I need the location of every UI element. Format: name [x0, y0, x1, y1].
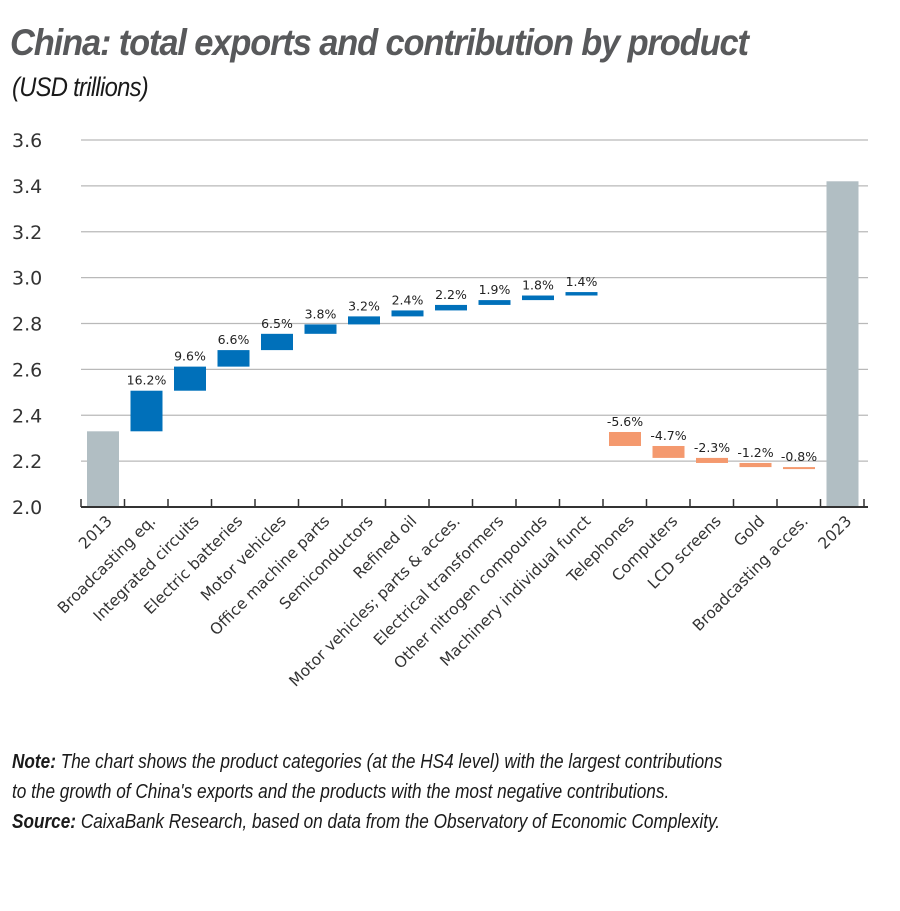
x-category-label: Gold — [730, 512, 768, 550]
bars: 16.2% 9.6% 6.6% 6.5% 3.8% 3.2% 2.4% 2.2% 1.9% 1.8… — [87, 181, 859, 507]
gridlines — [81, 139, 868, 462]
y-tick-label: 2.2 — [12, 451, 42, 473]
y-tick-label: 2.6 — [12, 359, 42, 381]
bar-positive — [261, 333, 293, 351]
data-label: 16.2% — [127, 373, 167, 388]
chart-title: China: total exports and contribution by… — [10, 22, 749, 63]
bar-positive — [130, 390, 163, 432]
bar-negative — [609, 431, 641, 446]
waterfall-chart: 2.0 2.2 2.4 2.6 2.8 3.0 3.2 3.4 3.6 16.2% 9.6% 6.6… — [12, 130, 868, 690]
data-label: 2.2% — [435, 287, 467, 302]
bar-negative — [783, 467, 815, 470]
y-tick-label: 2.8 — [12, 314, 42, 336]
x-category-label: 2023 — [815, 512, 856, 553]
data-label: 6.6% — [218, 332, 250, 347]
y-tick-label: 2.0 — [12, 497, 42, 519]
note-line-1: Note: The chart shows the product catego… — [12, 747, 769, 777]
source-line: Source: CaixaBank Research, based on dat… — [12, 807, 769, 837]
x-axis — [80, 499, 868, 508]
data-label: 2.4% — [392, 292, 424, 307]
bar-positive — [391, 310, 424, 317]
bar-negative — [739, 462, 772, 468]
bar-positive — [522, 295, 554, 301]
y-tick-label: 3.4 — [12, 176, 42, 198]
data-label: -4.7% — [650, 428, 686, 443]
data-label: -2.3% — [694, 440, 730, 455]
y-tick-label: 3.2 — [12, 222, 42, 244]
bar-total — [87, 431, 119, 507]
bar-positive — [565, 292, 598, 296]
bar-positive — [478, 300, 511, 305]
note-text: The chart shows the product categories (… — [55, 751, 723, 773]
note-label: Note: — [12, 751, 56, 773]
data-label: -0.8% — [781, 449, 817, 464]
bar-positive — [435, 304, 467, 311]
bar-positive — [304, 324, 337, 334]
data-label: 3.8% — [305, 306, 337, 321]
chart-subtitle: (USD trillions) — [12, 72, 149, 102]
y-tick-label: 3.6 — [12, 130, 42, 152]
source-text: CaixaBank Research, based on data from t… — [76, 811, 721, 833]
y-tick-label: 3.0 — [12, 268, 42, 290]
data-label: 1.4% — [566, 274, 598, 289]
data-label: 6.5% — [261, 316, 293, 331]
note-line-2: to the growth of China's exports and the… — [12, 781, 670, 803]
bar-positive — [174, 366, 206, 391]
bar-negative — [652, 445, 685, 458]
y-axis-ticks: 2.0 2.2 2.4 2.6 2.8 3.0 3.2 3.4 3.6 — [12, 130, 42, 519]
data-label: -1.2% — [737, 445, 773, 460]
x-category-label: 2013 — [75, 512, 116, 553]
chart-notes: Note: The chart shows the product catego… — [12, 747, 892, 837]
data-label: -5.6% — [607, 414, 643, 429]
y-tick-label: 2.4 — [12, 405, 42, 427]
bar-total — [826, 181, 859, 507]
bar-negative — [696, 457, 728, 463]
data-label: 3.2% — [348, 298, 380, 313]
data-label: 1.8% — [522, 278, 554, 293]
bar-positive — [217, 350, 250, 367]
data-label: 9.6% — [174, 349, 206, 364]
bar-positive — [348, 316, 380, 325]
source-label: Source: — [12, 811, 77, 833]
data-label: 1.9% — [479, 282, 511, 297]
